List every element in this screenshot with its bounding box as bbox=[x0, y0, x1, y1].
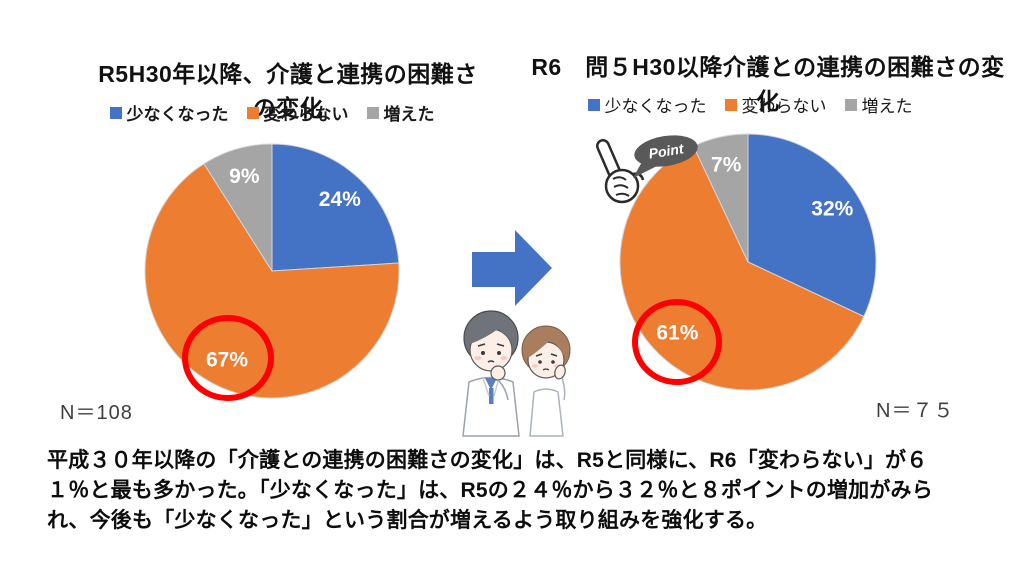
nurse-figure bbox=[521, 325, 571, 437]
legend-item-unchanged: 変わらない bbox=[246, 100, 349, 125]
pie-data-label: 67% bbox=[206, 348, 248, 371]
pie-data-label: 32% bbox=[811, 198, 853, 221]
legend-item-unchanged: 変わらない bbox=[724, 92, 827, 117]
legend-item-increased: 増えた bbox=[844, 92, 913, 117]
doctor-figure bbox=[462, 310, 520, 437]
right-chart-legend: 少なくなった 変わらない 増えた bbox=[540, 92, 960, 117]
right-chart-title: R6 問５H30以降介護との連携の困難さの変化 bbox=[531, 54, 1005, 114]
pie-data-label: 24% bbox=[319, 188, 361, 211]
left-chart-legend: 少なくなった 変わらない 増えた bbox=[72, 100, 472, 125]
legend-label-decreased: 少なくなった bbox=[126, 105, 229, 124]
doctor-and-nurse-thinking-illustration bbox=[462, 310, 571, 437]
point-callout: Point bbox=[596, 135, 698, 204]
legend-item-decreased: 少なくなった bbox=[109, 100, 229, 125]
pie-slice-2 bbox=[619, 145, 865, 391]
point-label: Point bbox=[647, 140, 685, 161]
legend-label-increased: 増えた bbox=[383, 105, 435, 124]
legend-label-decreased: 少なくなった bbox=[604, 97, 707, 116]
legend-label-unchanged: 変わらない bbox=[741, 97, 827, 116]
left-pie-chart: 24% 67% 9% bbox=[144, 143, 400, 401]
arrow-shape bbox=[472, 230, 552, 306]
left-chart-title: R5H30年以降、介護と連携の困難さの変化 bbox=[98, 61, 478, 121]
pointing-hand-icon bbox=[596, 139, 645, 204]
transition-arrow-icon bbox=[472, 230, 552, 306]
pie-slice-1 bbox=[271, 143, 400, 272]
pie-data-label: 9% bbox=[229, 165, 260, 188]
right-pie-chart: 32% 61% 7% bbox=[619, 133, 877, 391]
pie-slice-1 bbox=[747, 133, 877, 318]
left-highlight-circle bbox=[182, 315, 274, 401]
right-highlight-circle bbox=[632, 299, 722, 385]
legend-marker-increased bbox=[844, 98, 857, 111]
legend-label-increased: 増えた bbox=[861, 97, 913, 116]
legend-label-unchanged: 変わらない bbox=[263, 105, 349, 124]
legend-marker-decreased bbox=[109, 106, 122, 119]
legend-marker-decreased bbox=[587, 98, 600, 111]
point-bubble: Point bbox=[633, 135, 698, 178]
left-sample-size: N＝108 bbox=[60, 402, 133, 424]
summary-text: 平成３０年以降の「介護との連携の困難さの変化」は、R5と同様に、R6「変わらない… bbox=[47, 449, 933, 532]
legend-item-increased: 増えた bbox=[366, 100, 435, 125]
legend-marker-unchanged bbox=[246, 106, 259, 119]
right-sample-size: N＝７５ bbox=[876, 400, 955, 422]
pie-data-label: 61% bbox=[656, 322, 698, 345]
legend-marker-unchanged bbox=[724, 98, 737, 111]
pie-slice-3 bbox=[203, 143, 273, 273]
legend-item-decreased: 少なくなった bbox=[587, 92, 707, 117]
legend-marker-increased bbox=[366, 106, 379, 119]
pie-data-label: 7% bbox=[711, 154, 742, 177]
pie-slice-2 bbox=[144, 163, 400, 399]
